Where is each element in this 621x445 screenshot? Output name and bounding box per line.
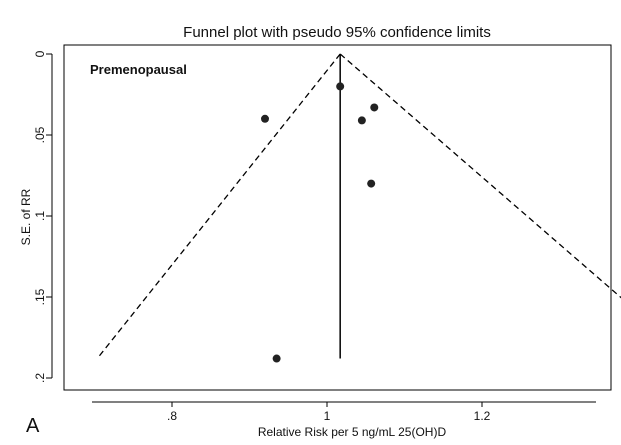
y-ticks: 0 .05 .1 .15 .2 bbox=[33, 50, 52, 383]
study-point bbox=[336, 82, 345, 91]
panel-label: A bbox=[26, 415, 40, 437]
upper-ci-limit bbox=[339, 53, 621, 299]
study-point bbox=[357, 116, 366, 125]
x-axis-label: Relative Risk per 5 ng/mL 25(OH)D bbox=[258, 425, 447, 439]
study-point bbox=[370, 103, 379, 112]
study-point bbox=[367, 179, 376, 188]
x-tick-label: 1 bbox=[324, 409, 331, 423]
chart-title: Funnel plot with pseudo 95% confidence l… bbox=[183, 24, 491, 41]
y-tick-label: .15 bbox=[33, 288, 47, 305]
x-ticks: .811.21.4 bbox=[167, 402, 491, 423]
y-axis-label: S.E. of RR bbox=[19, 188, 33, 245]
y-tick-label: .05 bbox=[33, 126, 47, 143]
study-point bbox=[272, 354, 281, 363]
data-points bbox=[261, 82, 379, 363]
funnel-lines bbox=[96, 53, 621, 359]
study-point bbox=[261, 114, 269, 123]
plot-frame bbox=[63, 44, 612, 391]
y-tick-label: .2 bbox=[33, 373, 47, 383]
subgroup-annotation: Premenopausal bbox=[90, 62, 187, 77]
y-tick-label: 0 bbox=[33, 50, 47, 57]
x-tick-label: 1.2 bbox=[474, 409, 491, 423]
y-tick-label: .1 bbox=[33, 211, 47, 221]
lower-ci-limit bbox=[96, 53, 341, 359]
x-tick-label: .8 bbox=[167, 409, 177, 423]
